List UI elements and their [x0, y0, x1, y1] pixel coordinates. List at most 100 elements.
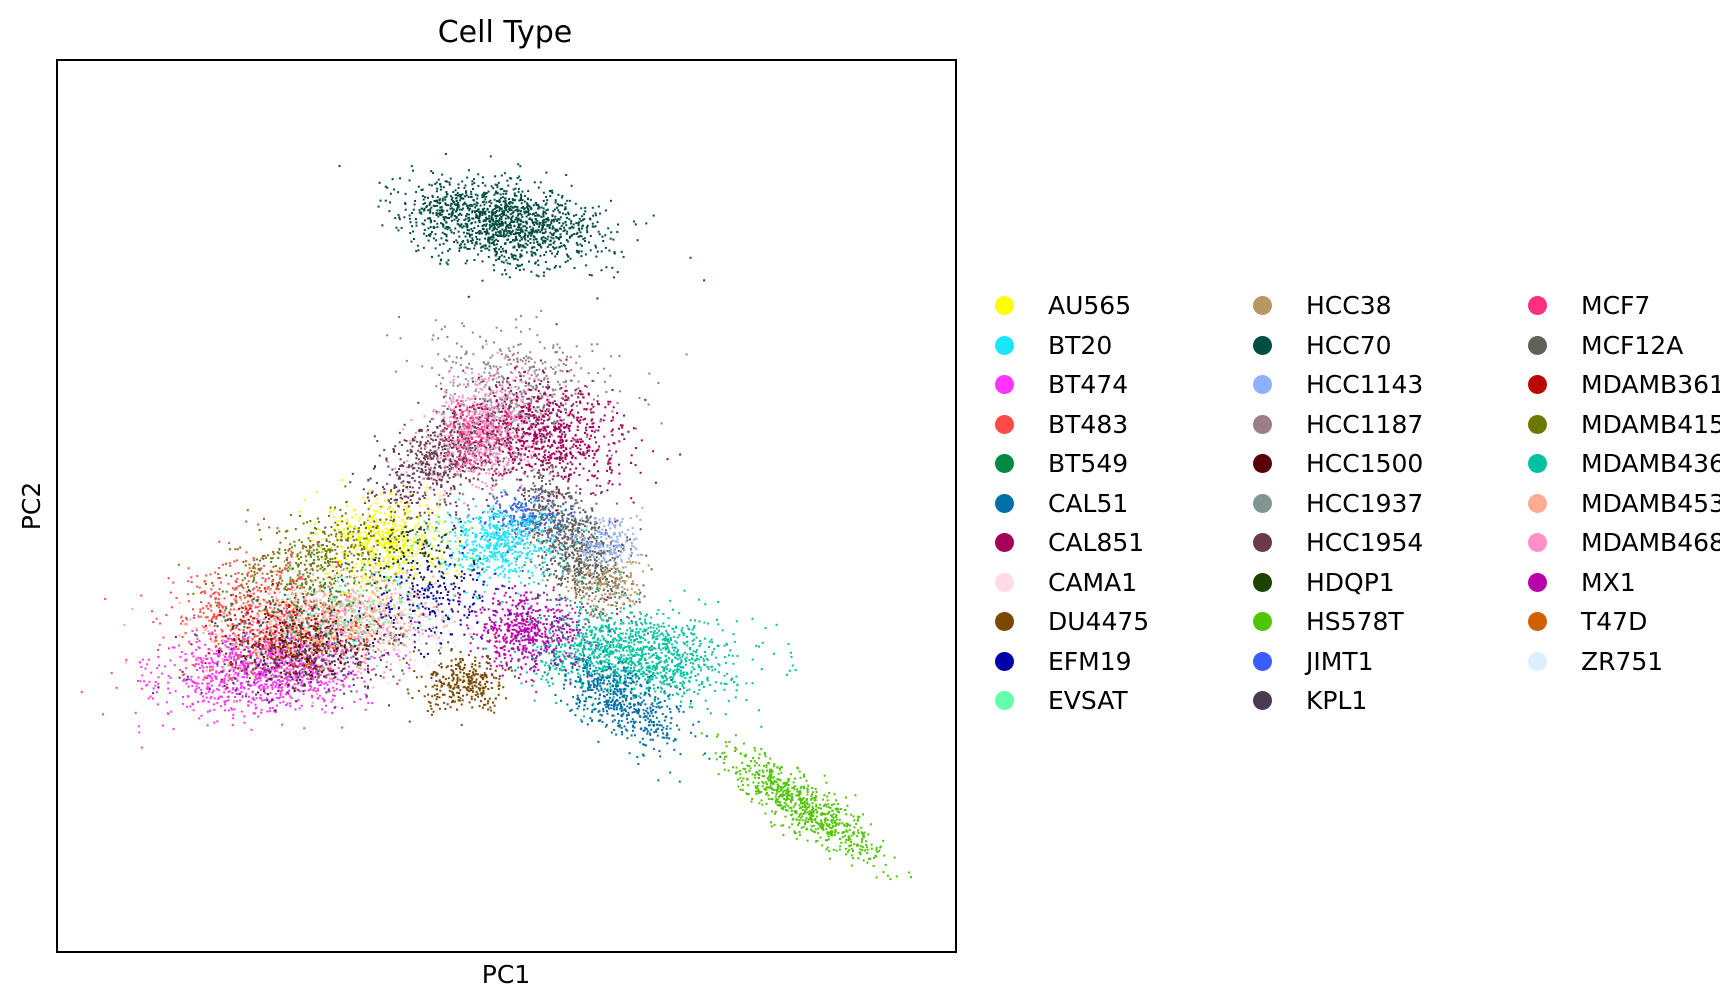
data-point — [574, 572, 576, 575]
data-point — [439, 185, 442, 188]
data-point — [508, 448, 511, 451]
data-point — [429, 420, 432, 423]
data-point — [521, 190, 524, 193]
data-point — [523, 472, 526, 475]
data-point — [534, 453, 537, 456]
data-point — [553, 240, 556, 243]
data-point — [538, 594, 541, 597]
data-point — [416, 491, 419, 494]
data-point — [429, 487, 432, 490]
data-point — [508, 396, 511, 399]
data-point — [436, 222, 439, 225]
data-point — [413, 472, 416, 475]
data-point — [431, 478, 434, 481]
data-point — [558, 458, 561, 461]
data-point — [519, 229, 522, 232]
data-point — [561, 516, 564, 519]
data-point — [498, 453, 501, 455]
data-point — [524, 498, 526, 501]
data-point — [527, 463, 530, 466]
data-point — [524, 246, 527, 249]
data-point — [616, 271, 619, 274]
data-point — [480, 378, 483, 381]
data-point — [612, 416, 614, 419]
data-point — [548, 479, 551, 482]
data-point — [462, 404, 465, 407]
data-point — [414, 200, 417, 202]
data-point — [560, 584, 562, 587]
data-point — [476, 238, 479, 241]
data-point — [540, 238, 543, 241]
data-point — [451, 468, 454, 470]
data-point — [441, 251, 444, 254]
data-point — [554, 265, 557, 268]
data-point — [470, 464, 473, 466]
data-point — [541, 242, 544, 245]
data-point — [524, 432, 527, 435]
data-point — [481, 419, 484, 422]
data-point — [485, 195, 488, 198]
data-point — [446, 426, 449, 429]
data-point — [514, 397, 517, 400]
data-point — [457, 218, 460, 221]
data-point — [540, 309, 543, 312]
data-point — [541, 461, 544, 463]
data-point — [510, 201, 513, 204]
data-point — [554, 371, 557, 374]
data-point — [494, 249, 497, 252]
scatter-points — [80, 153, 912, 881]
data-point — [427, 196, 429, 199]
data-point — [572, 516, 575, 519]
data-point — [596, 394, 599, 397]
data-point — [517, 265, 520, 268]
data-point — [423, 219, 426, 222]
data-point — [486, 363, 489, 366]
data-point — [525, 433, 528, 436]
data-point — [520, 314, 522, 317]
data-point — [527, 190, 530, 193]
data-point — [370, 492, 373, 494]
data-point — [523, 491, 526, 494]
data-point — [533, 221, 536, 224]
data-point — [463, 410, 466, 413]
data-point — [592, 475, 595, 478]
data-point — [575, 557, 578, 560]
data-point — [599, 532, 602, 535]
data-point — [466, 229, 469, 231]
data-point — [582, 396, 585, 399]
data-point — [539, 392, 542, 395]
data-point — [504, 439, 506, 442]
data-point — [540, 229, 543, 232]
data-point — [408, 474, 411, 477]
data-point — [496, 367, 499, 370]
data-point — [433, 470, 436, 473]
data-point — [459, 473, 462, 476]
data-point — [432, 225, 435, 228]
data-point — [484, 247, 487, 250]
data-point — [554, 560, 556, 563]
data-point — [496, 405, 499, 408]
data-point — [409, 490, 412, 493]
data-point — [551, 191, 554, 194]
data-point — [436, 187, 439, 190]
data-point — [521, 263, 523, 266]
data-point — [412, 169, 414, 172]
data-point — [435, 410, 438, 413]
data-point — [457, 194, 460, 197]
data-point — [554, 199, 557, 202]
data-point — [558, 211, 561, 214]
data-point — [570, 220, 573, 223]
data-point — [549, 224, 551, 227]
data-point — [460, 399, 463, 402]
data-point — [494, 191, 497, 194]
data-point — [520, 444, 523, 447]
data-point — [428, 234, 430, 236]
data-point — [509, 413, 512, 416]
data-point — [457, 444, 460, 446]
data-point — [431, 457, 434, 460]
data-point — [511, 467, 514, 470]
data-point — [513, 415, 516, 418]
data-point — [572, 515, 575, 518]
data-point — [502, 200, 505, 203]
data-point — [493, 427, 495, 430]
